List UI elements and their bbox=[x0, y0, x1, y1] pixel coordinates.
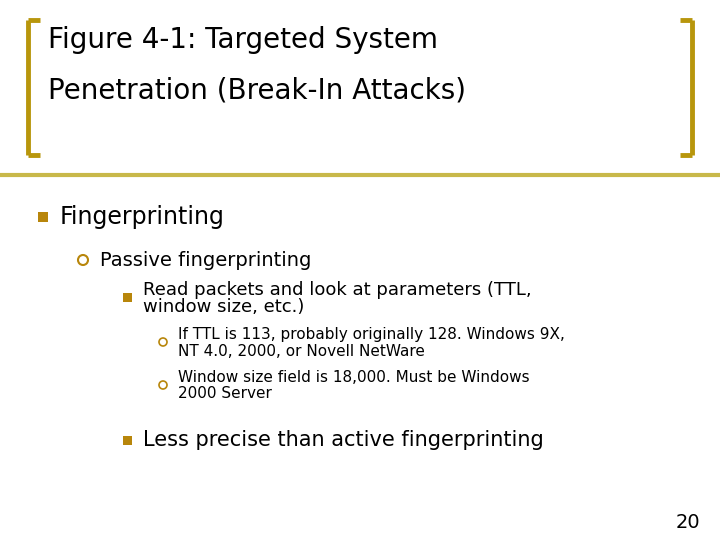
Text: window size, etc.): window size, etc.) bbox=[143, 298, 305, 316]
Text: 20: 20 bbox=[675, 512, 700, 531]
Text: Passive fingerprinting: Passive fingerprinting bbox=[100, 251, 311, 269]
Text: 2000 Server: 2000 Server bbox=[178, 387, 272, 402]
FancyBboxPatch shape bbox=[123, 436, 132, 445]
FancyBboxPatch shape bbox=[0, 0, 720, 170]
FancyBboxPatch shape bbox=[123, 293, 132, 302]
Text: NT 4.0, 2000, or Novell NetWare: NT 4.0, 2000, or Novell NetWare bbox=[178, 343, 425, 359]
Text: If TTL is 113, probably originally 128. Windows 9X,: If TTL is 113, probably originally 128. … bbox=[178, 327, 565, 341]
Text: Less precise than active fingerprinting: Less precise than active fingerprinting bbox=[143, 430, 544, 450]
FancyBboxPatch shape bbox=[38, 212, 48, 222]
Text: Figure 4-1: Targeted System: Figure 4-1: Targeted System bbox=[48, 26, 438, 54]
Text: Penetration (Break-In Attacks): Penetration (Break-In Attacks) bbox=[48, 76, 466, 104]
Text: Window size field is 18,000. Must be Windows: Window size field is 18,000. Must be Win… bbox=[178, 369, 530, 384]
Text: Read packets and look at parameters (TTL,: Read packets and look at parameters (TTL… bbox=[143, 281, 531, 299]
Text: Fingerprinting: Fingerprinting bbox=[60, 205, 225, 229]
